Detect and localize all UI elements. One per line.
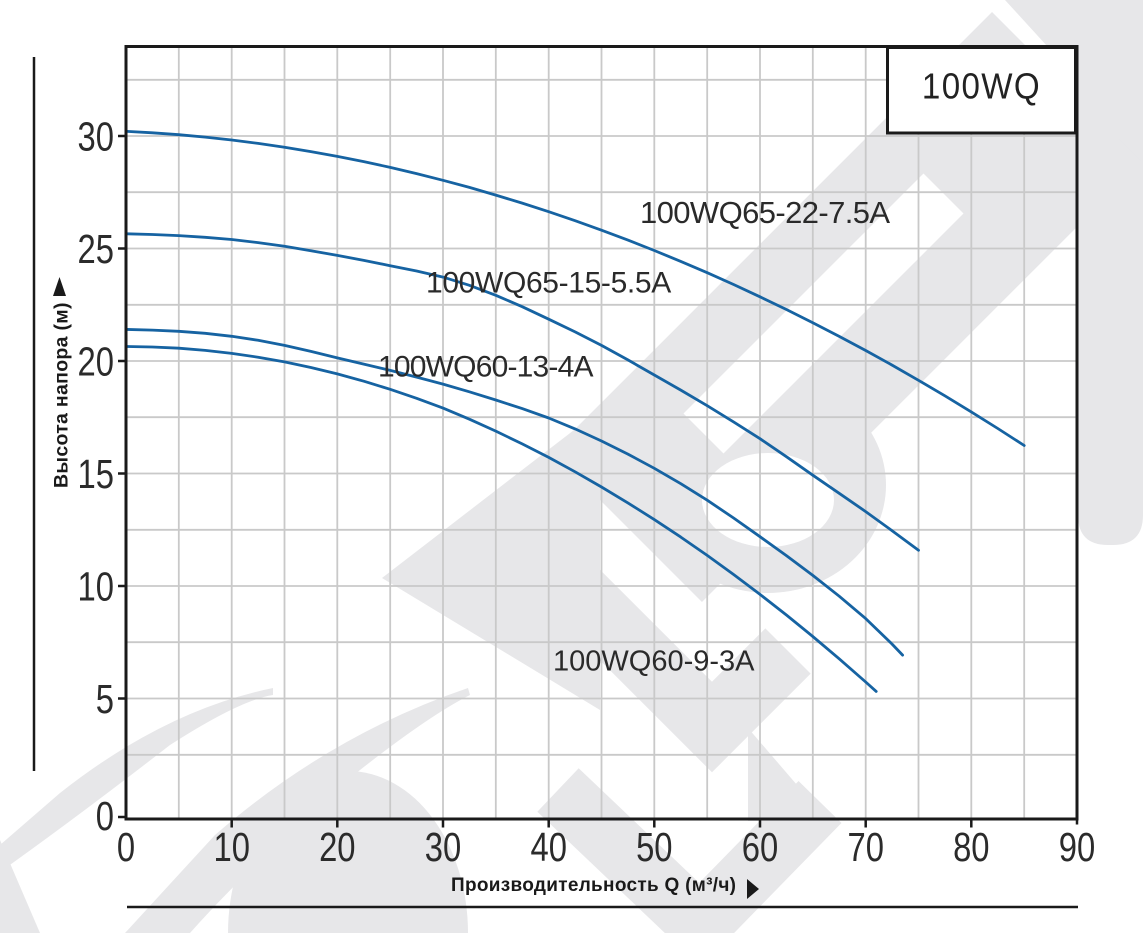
svg-text:100WQ: 100WQ: [922, 67, 1041, 107]
svg-text:60: 60: [742, 823, 778, 869]
svg-text:30: 30: [425, 823, 461, 869]
svg-text:10: 10: [78, 563, 114, 609]
svg-text:0: 0: [117, 823, 135, 869]
svg-text:Производительность Q (м³/ч): Производительность Q (м³/ч): [451, 875, 736, 896]
svg-text:100WQ65-22-7.5A: 100WQ65-22-7.5A: [640, 195, 890, 230]
svg-text:15: 15: [78, 450, 114, 496]
svg-text:50: 50: [636, 823, 672, 869]
svg-text:80: 80: [953, 823, 989, 869]
svg-text:20: 20: [78, 338, 114, 384]
svg-text:20: 20: [319, 823, 355, 869]
svg-text:70: 70: [847, 823, 883, 869]
svg-text:100WQ65-15-5.5A: 100WQ65-15-5.5A: [426, 267, 671, 300]
svg-text:40: 40: [530, 823, 566, 869]
svg-text:10: 10: [213, 823, 249, 869]
svg-text:90: 90: [1059, 823, 1095, 869]
svg-text:100WQ60-13-4A: 100WQ60-13-4A: [378, 351, 594, 384]
svg-text:25: 25: [78, 225, 114, 271]
svg-text:0: 0: [96, 792, 114, 838]
svg-text:100WQ60-9-3A: 100WQ60-9-3A: [553, 646, 755, 678]
svg-text:Высота напора (м): Высота напора (м): [51, 302, 73, 488]
svg-text:5: 5: [96, 675, 114, 721]
svg-text:30: 30: [78, 113, 114, 159]
